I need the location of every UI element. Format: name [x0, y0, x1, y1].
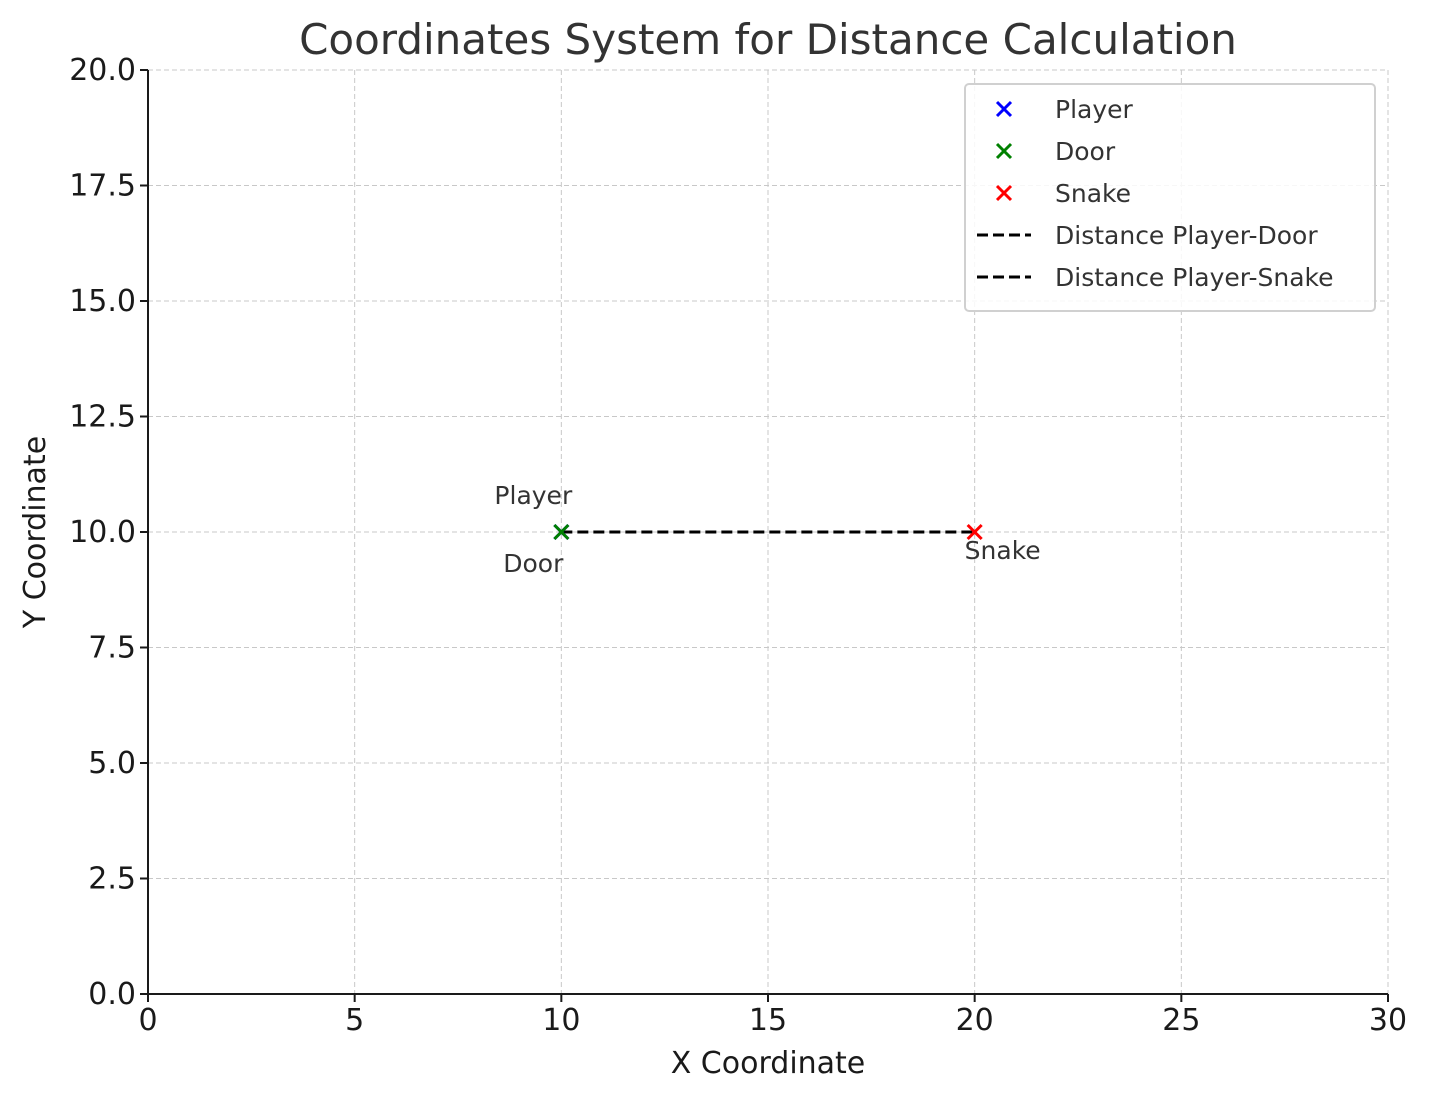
y-tick-label: 5.0 — [88, 746, 136, 781]
legend-marker — [995, 100, 1013, 118]
x-tick-label: 25 — [1162, 1003, 1200, 1038]
y-tick-label: 2.5 — [88, 862, 136, 897]
legend-marker — [995, 142, 1013, 160]
y-tick-label: 12.5 — [69, 400, 136, 435]
y-tick-label: 7.5 — [88, 631, 136, 666]
annotation-player: Player — [494, 481, 573, 510]
x-tick-label: 20 — [956, 1003, 994, 1038]
x-tick-label: 5 — [345, 1003, 364, 1038]
legend-marker — [995, 184, 1013, 202]
point-marker-door — [553, 523, 570, 541]
legend-label: Door — [1055, 137, 1116, 166]
legend: Player Door Snake Distance Player-Door Dista… — [964, 83, 1376, 312]
annotation-snake: Snake — [965, 536, 1041, 565]
chart-title: Coordinates System for Distance Calculat… — [299, 15, 1237, 64]
y-tick-label: 20.0 — [69, 53, 136, 88]
y-tick-label: 17.5 — [69, 169, 136, 204]
x-tick-label: 30 — [1369, 1003, 1407, 1038]
x-tick-label: 0 — [138, 1003, 157, 1038]
x-tick-label: 15 — [749, 1003, 787, 1038]
annotations: Player Door Snake — [494, 481, 1040, 578]
y-axis-label: Y Coordinate — [18, 436, 53, 629]
legend-label: Distance Player-Snake — [1055, 263, 1333, 292]
data-points — [553, 523, 983, 541]
legend-label: Snake — [1055, 179, 1131, 208]
legend-label: Player — [1055, 95, 1134, 124]
legend-box — [964, 83, 1376, 312]
point-marker-snake — [966, 523, 983, 541]
x-axis-label: X Coordinate — [671, 1046, 866, 1081]
x-tick-label: 10 — [542, 1003, 580, 1038]
annotation-door: Door — [503, 549, 564, 578]
legend-label: Distance Player-Door — [1055, 221, 1318, 250]
y-tick-label: 0.0 — [88, 977, 136, 1012]
ticks: 0 5 10 15 20 25 30 0.0 2.5 5.0 7.5 10.0 12.5 15.0 17.5… — [69, 53, 1407, 1038]
y-tick-label: 15.0 — [69, 284, 136, 319]
y-tick-label: 10.0 — [69, 515, 136, 550]
